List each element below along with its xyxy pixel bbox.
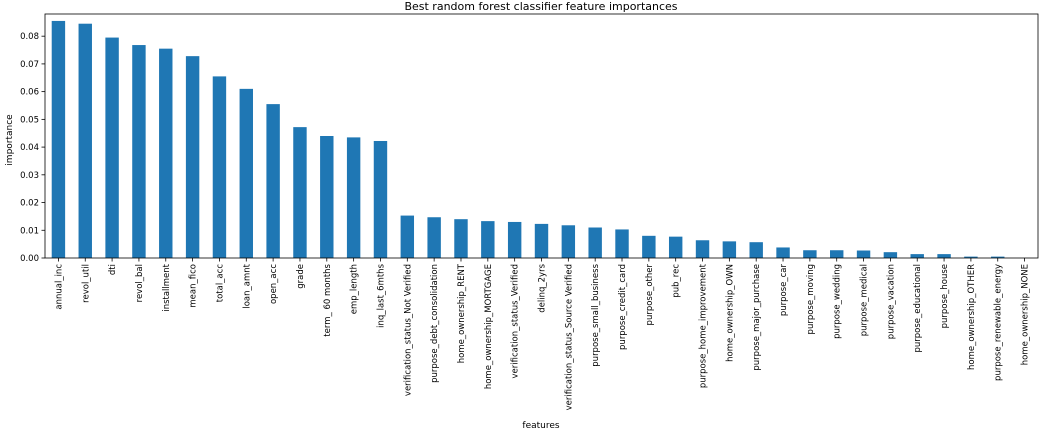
- x-tick-label: purpose_medical: [860, 264, 870, 336]
- y-tick-label: 0.03: [20, 171, 39, 181]
- x-tick-label: home_ownership_RENT: [457, 263, 467, 363]
- y-tick-label: 0.02: [20, 199, 39, 209]
- x-tick-label: annual_inc: [54, 264, 64, 310]
- x-tick-label: emp_length: [350, 264, 360, 314]
- bar: [991, 256, 1005, 258]
- bar: [883, 252, 898, 258]
- x-tick-label: revol_util: [81, 264, 91, 303]
- bar: [239, 88, 253, 258]
- bar: [373, 140, 388, 258]
- bar: [320, 136, 334, 258]
- x-tick-label: installment: [162, 263, 172, 311]
- x-tick-label: purpose_credit_card: [618, 264, 628, 350]
- bar: [159, 48, 173, 259]
- x-tick-label: home_ownership_OTHER: [967, 264, 977, 370]
- bar: [212, 76, 227, 259]
- bar: [78, 23, 92, 259]
- bar: [534, 223, 549, 258]
- bar: [266, 104, 280, 258]
- x-tick-label: purpose_educational: [913, 264, 923, 353]
- y-tick-label: 0.01: [20, 226, 39, 236]
- y-tick-label: 0.07: [20, 60, 39, 70]
- y-axis-ticks: 0.00 0.01 0.02 0.03 0.04 0.05 0.06 0.07 0.08: [20, 32, 45, 264]
- x-tick-label: home_ownership_MORTGAGE: [484, 264, 494, 389]
- bar: [668, 236, 683, 258]
- x-tick-label: home_ownership_OWN: [725, 264, 735, 362]
- bar: [937, 254, 951, 258]
- bar: [910, 254, 924, 258]
- bar: [293, 127, 307, 258]
- x-tick-label: loan_amnt: [242, 263, 252, 308]
- x-tick-label: term_ 60 months: [323, 263, 333, 336]
- x-tick-label: verification_status_Source Verified: [564, 264, 574, 410]
- x-tick-label: delinq_2yrs: [538, 263, 548, 312]
- bar: [830, 250, 844, 258]
- x-tick-label: inq_last_6mths: [376, 263, 386, 327]
- bar: [454, 219, 468, 258]
- x-tick-label: purpose_vacation: [886, 264, 896, 339]
- x-tick-label: grade: [296, 264, 306, 289]
- bar: [51, 20, 66, 258]
- x-tick-label: purpose_renewable_energy: [994, 264, 1004, 381]
- bar: [803, 250, 817, 258]
- bar: [856, 250, 871, 258]
- bar: [722, 241, 737, 258]
- y-axis-label: importance: [5, 114, 15, 166]
- bar: [561, 225, 576, 258]
- x-tick-label: verification_status_Not Verified: [403, 264, 413, 396]
- x-tick-label: purpose_car: [779, 264, 789, 317]
- bar: [400, 215, 415, 258]
- bar: [588, 227, 602, 258]
- x-axis-ticks: annual_inc revol_util dti revol_bal installm…: [54, 258, 1031, 410]
- bar: [642, 235, 656, 258]
- bar: [507, 221, 522, 258]
- x-tick-label: purpose_wedding: [833, 264, 843, 339]
- x-tick-label: total_acc: [215, 264, 225, 303]
- bar: [481, 221, 495, 258]
- x-tick-label: mean_fico: [189, 264, 199, 308]
- bar: [615, 229, 629, 258]
- x-tick-label: purpose_other: [645, 264, 655, 326]
- bar: [749, 242, 763, 258]
- y-tick-label: 0.05: [20, 115, 39, 125]
- x-tick-label: purpose_debt_consolidation: [430, 264, 440, 383]
- x-tick-label: pub_rec: [672, 264, 682, 298]
- x-tick-label: dti: [108, 264, 118, 275]
- y-tick-label: 0.00: [20, 254, 39, 264]
- plot-frame: [44, 13, 1039, 259]
- bar: [132, 45, 146, 258]
- bar: [185, 56, 200, 259]
- bar: [776, 247, 790, 258]
- bar-series: [51, 20, 1005, 259]
- bar: [105, 37, 119, 259]
- x-tick-label: purpose_house: [940, 264, 950, 328]
- bar: [427, 217, 441, 258]
- y-tick-label: 0.04: [20, 143, 39, 153]
- chart-title: Best random forest classifier feature im…: [404, 0, 677, 13]
- x-axis-label: features: [522, 421, 559, 431]
- x-tick-label: purpose_major_purchase: [752, 264, 762, 371]
- bar: [695, 240, 710, 258]
- bar: [346, 137, 361, 258]
- x-tick-label: home_ownership_NONE: [1021, 264, 1031, 365]
- x-tick-label: purpose_home_improvement: [699, 263, 709, 388]
- y-tick-label: 0.08: [20, 32, 39, 42]
- y-tick-label: 0.06: [20, 88, 39, 98]
- x-tick-label: purpose_moving: [806, 264, 816, 334]
- x-tick-label: revol_bal: [135, 264, 145, 302]
- x-tick-label: verification_status_Verified: [511, 264, 521, 378]
- x-tick-label: open_acc: [269, 264, 279, 304]
- bar: [964, 256, 978, 258]
- x-tick-label: purpose_small_business: [591, 263, 601, 366]
